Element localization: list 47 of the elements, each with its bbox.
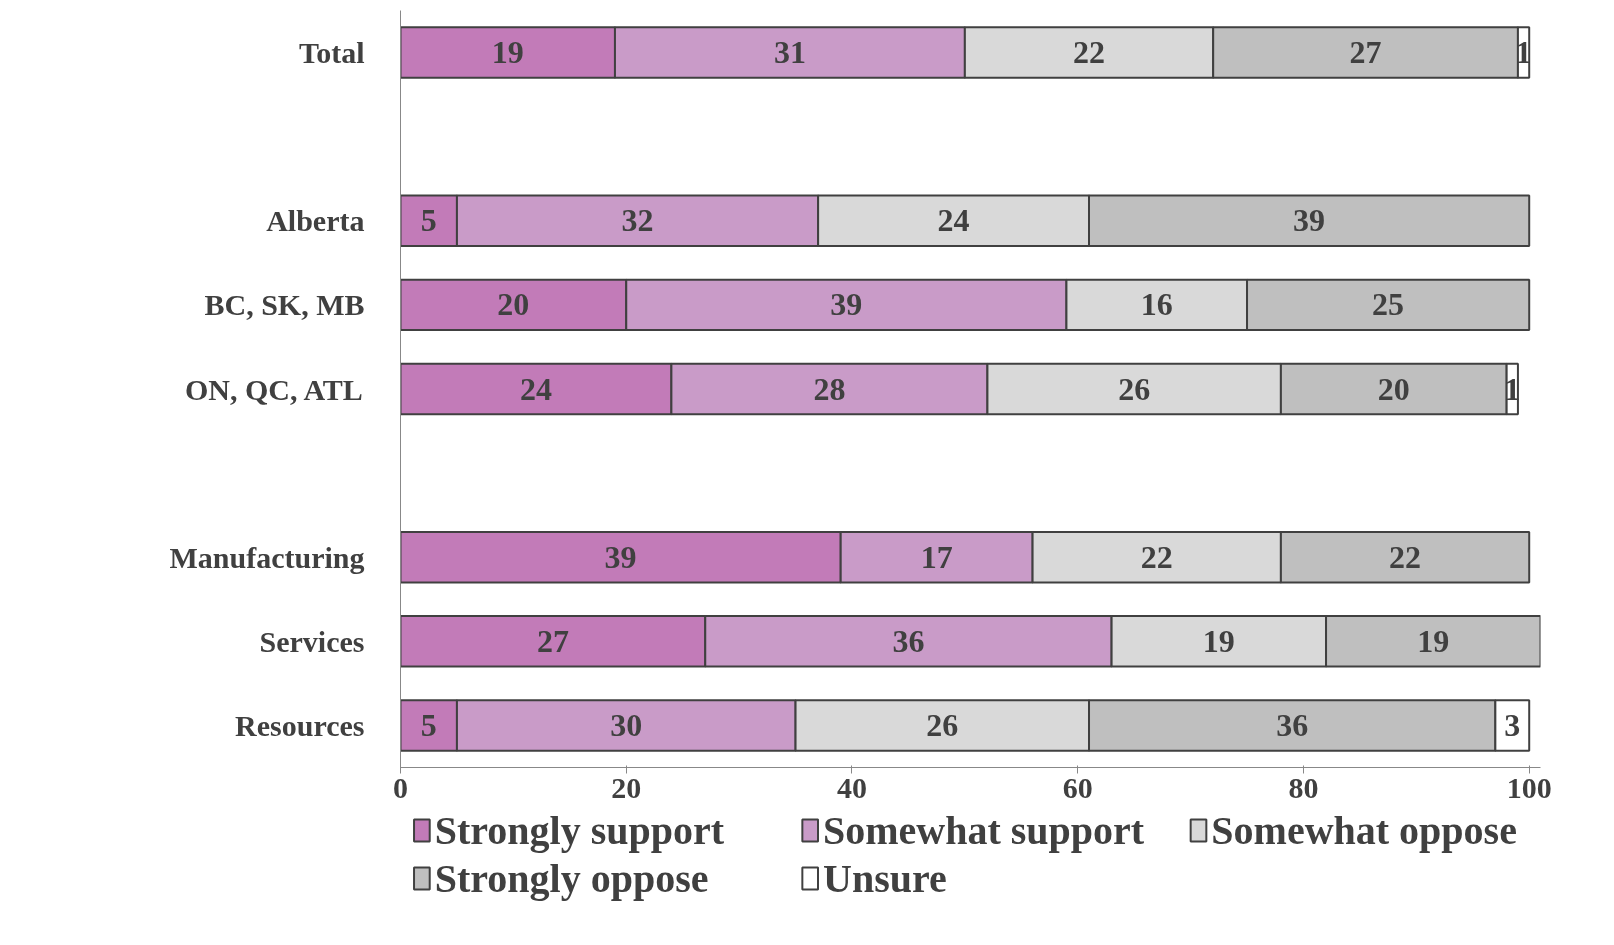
data-label: 26 [1118,370,1151,407]
legend-label: Somewhat oppose [1211,808,1517,853]
x-tick-label: 60 [1062,770,1093,804]
data-label: 20 [1377,370,1410,407]
x-tick-label: 0 [393,770,408,804]
x-tick-label: 40 [836,770,867,804]
data-label: 28 [813,370,846,407]
legend-label: Unsure [823,856,947,901]
data-label: 27 [536,622,569,659]
data-label: 19 [1202,622,1235,659]
y-tick-label: BC, SK, MB [204,288,365,322]
data-label: 24 [519,370,552,407]
x-tick-label: 20 [611,770,642,804]
data-label: 31 [773,34,806,71]
data-label: 20 [497,286,530,323]
data-label: 16 [1140,286,1173,323]
data-label: 27 [1349,34,1382,71]
legend-label: Somewhat support [823,808,1145,853]
legend-label: Strongly oppose [434,856,709,901]
data-label: 22 [1073,34,1106,71]
data-label: 5 [420,202,437,239]
data-label: 26 [926,706,959,743]
data-label: 30 [610,706,643,743]
data-label: 19 [491,34,524,71]
data-label: 32 [621,202,654,239]
legend-label: Strongly support [434,808,725,853]
y-tick-label: Total [298,36,365,70]
data-label: 39 [604,538,637,575]
data-label: 25 [1372,286,1405,323]
data-label: 22 [1389,538,1422,575]
y-tick-label: ON, QC, ATL [185,372,363,406]
y-tick-label: Manufacturing [169,540,365,574]
data-label: 36 [892,622,925,659]
x-tick-label: 100 [1506,770,1552,804]
data-label: 5 [420,706,437,743]
data-label: 3 [1504,706,1521,743]
y-tick-label: Alberta [266,204,365,238]
data-label: 17 [920,538,953,575]
y-tick-label: Services [259,624,365,658]
x-tick-label: 80 [1288,770,1319,804]
data-label: 39 [830,286,863,323]
data-label: 36 [1276,706,1309,743]
data-label: 39 [1293,202,1326,239]
y-tick-label: Resources [235,708,365,742]
data-label: 22 [1140,538,1173,575]
data-label: 24 [937,202,970,239]
data-label: 19 [1417,622,1450,659]
